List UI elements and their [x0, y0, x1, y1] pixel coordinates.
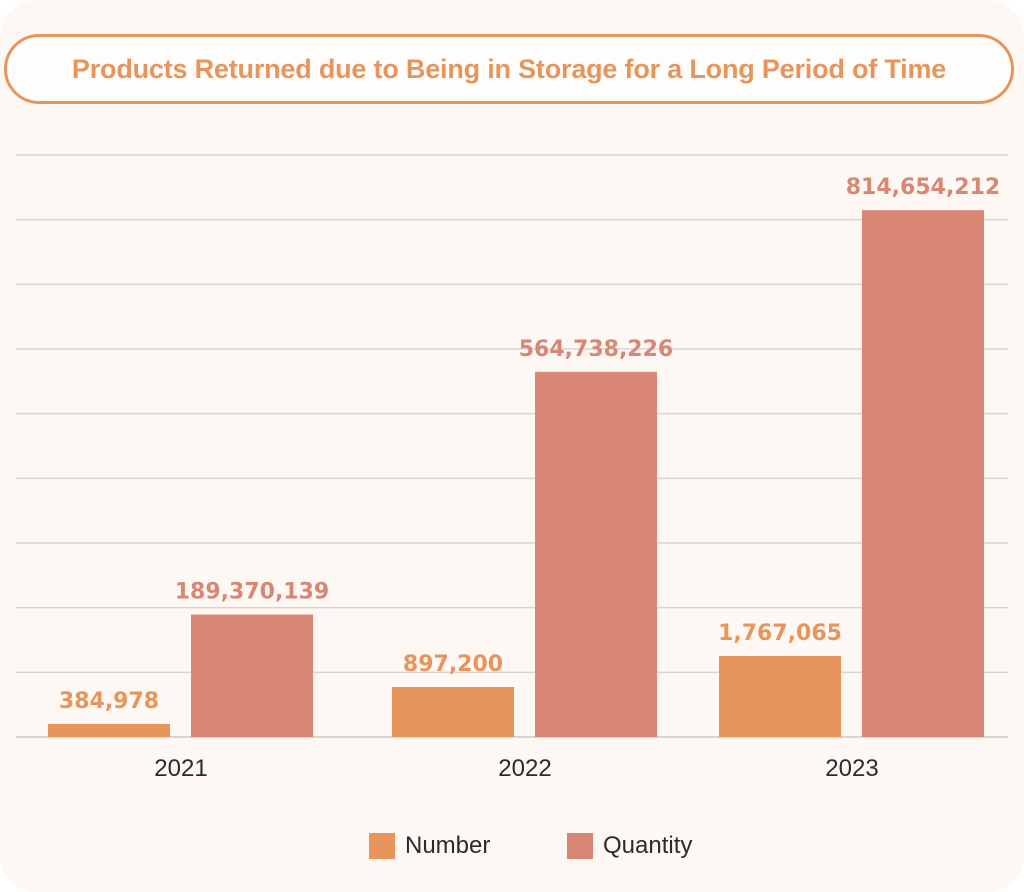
bar-number: [48, 724, 170, 737]
chart-legend: Number Quantity: [0, 826, 1024, 866]
legend-swatch-number: [369, 833, 395, 859]
x-tick-label: 2021: [154, 755, 207, 782]
data-label-quantity: 814,654,212: [846, 175, 1000, 200]
bar-number: [392, 687, 514, 737]
legend-item-quantity: Quantity: [567, 826, 692, 866]
bar-quantity: [862, 210, 984, 737]
data-label-number: 1,767,065: [718, 621, 842, 646]
chart-title-pill: Products Returned due to Being in Storag…: [4, 34, 1014, 104]
bar-number: [719, 656, 841, 737]
legend-label-quantity: Quantity: [603, 832, 693, 859]
data-label-quantity: 189,370,139: [175, 580, 329, 605]
bar-quantity: [535, 371, 657, 737]
bar-quantity: [191, 614, 313, 737]
chart-title: Products Returned due to Being in Storag…: [71, 53, 947, 84]
legend-swatch-quantity: [567, 833, 593, 859]
x-tick-label: 2023: [825, 755, 878, 782]
x-tick-label: 2022: [498, 755, 551, 782]
bar-chart: 2021 384,978 189,370,139 2022 897,200 564,738…: [16, 154, 1008, 782]
data-label-quantity: 564,738,226: [519, 337, 673, 362]
legend-item-number: Number: [369, 826, 490, 866]
data-label-number: 897,200: [403, 652, 503, 677]
data-label-number: 384,978: [59, 689, 159, 714]
legend-label-number: Number: [405, 832, 491, 859]
